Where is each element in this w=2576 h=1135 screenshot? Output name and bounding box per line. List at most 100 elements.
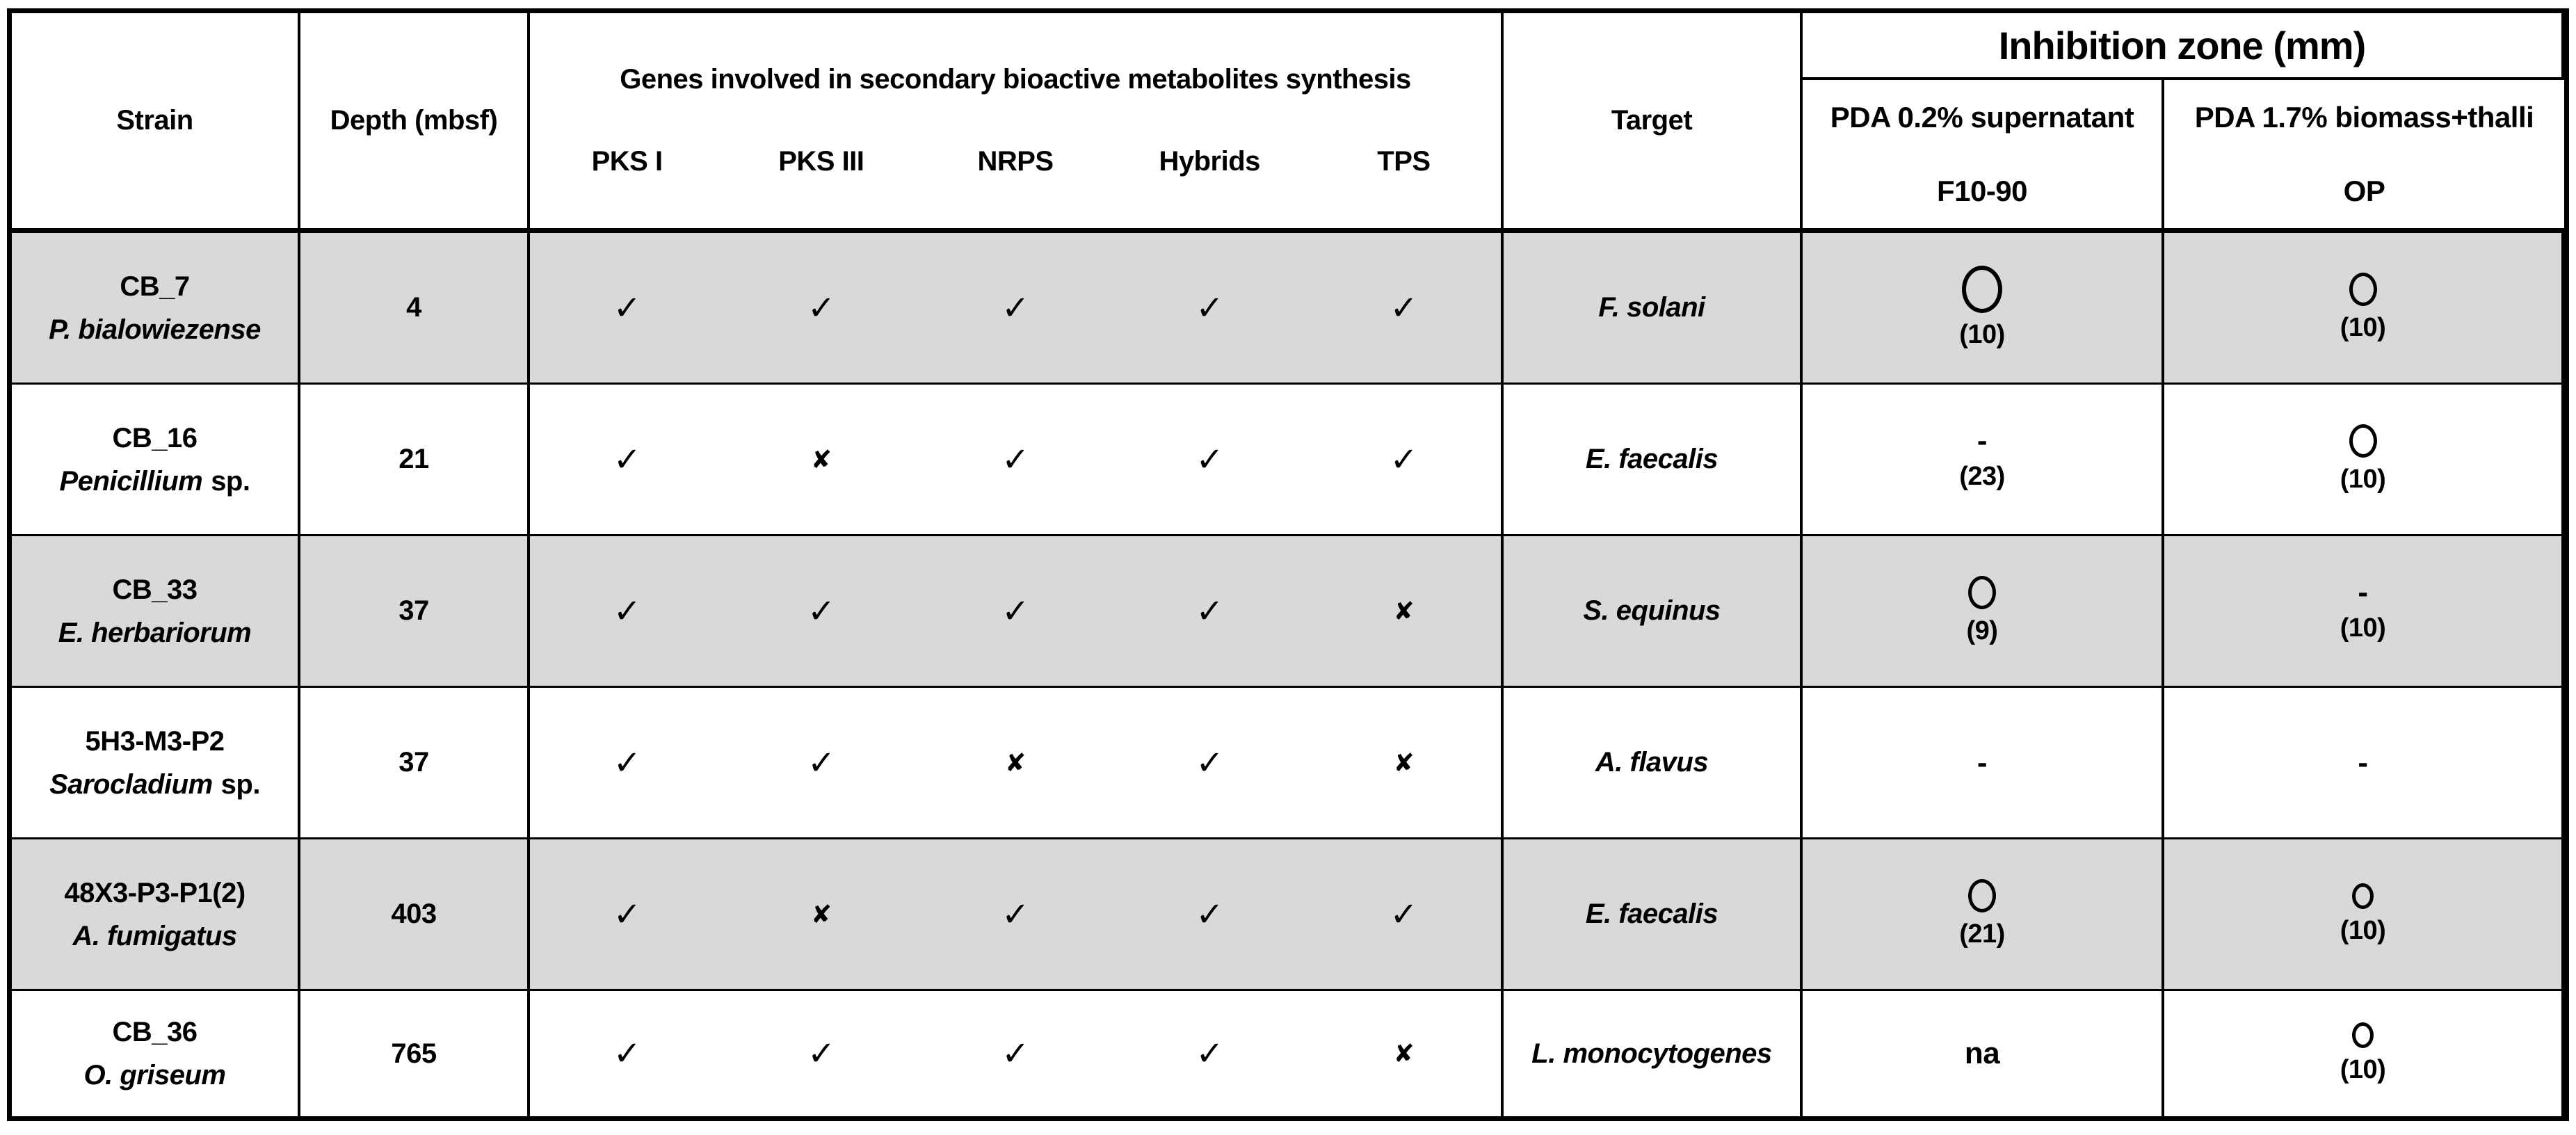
depth-cell: 37	[300, 688, 530, 839]
zone-text: -	[2358, 575, 2368, 610]
strain-id: CB_16	[112, 422, 198, 453]
target-cell: A. flavus	[1504, 688, 1803, 839]
pda-supernatant-code: F10-90	[1936, 174, 2028, 207]
gene-mark-pks3: ✘	[810, 899, 832, 928]
genes-cell: ✓ ✓ ✘ ✓ ✘	[530, 688, 1504, 839]
gene-mark-pks3: ✓	[807, 289, 835, 327]
depth-cell: 4	[300, 233, 530, 385]
genes-cell: ✓ ✓ ✓ ✓ ✘	[530, 536, 1504, 688]
strains-table: Strain Depth (mbsf) Genes involved in se…	[7, 8, 2569, 1121]
strain-id: CB_36	[112, 1017, 198, 1047]
header-strain: Strain	[12, 13, 300, 233]
strain-cell: CB_33 E. herbariorum	[12, 536, 300, 688]
genes-cell: ✓ ✘ ✓ ✓ ✓	[530, 839, 1504, 991]
gene-mark-tps: ✘	[1393, 1039, 1415, 1068]
gene-mark-tps: ✓	[1390, 289, 1418, 327]
gene-mark-hybrids: ✓	[1196, 289, 1224, 327]
strain-species: Penicillium sp.	[60, 467, 250, 496]
strain-cell: 5H3-M3-P2 Sarocladium sp.	[12, 688, 300, 839]
strain-id: CB_7	[120, 271, 190, 302]
strain-cell: CB_7 P. bialowiezense	[12, 233, 300, 385]
gene-mark-hybrids: ✓	[1196, 896, 1224, 933]
header-pda-supernatant: PDA 0.2% supernatant F10-90	[1803, 80, 2164, 233]
zone-value: (9)	[1966, 616, 1998, 645]
zone-cell-op: (10)	[2164, 385, 2564, 536]
gene-mark-nrps: ✓	[1001, 593, 1029, 630]
zone-cell-f10-90: (9)	[1803, 536, 2164, 688]
zone-cell-op: (10)	[2164, 839, 2564, 991]
genes-cell: ✓ ✘ ✓ ✓ ✓	[530, 385, 1504, 536]
depth-cell: 21	[300, 385, 530, 536]
species-name: E. herbariorum	[58, 617, 252, 648]
gene-mark-hybrids: ✓	[1196, 744, 1224, 782]
zone-text: -	[1977, 424, 1988, 458]
gene-mark-tps: ✓	[1390, 896, 1418, 933]
target-cell: L. monocytogenes	[1504, 991, 1803, 1116]
gene-mark-nrps: ✓	[1001, 289, 1029, 327]
strain-id: CB_33	[112, 574, 198, 605]
inhibition-circle-icon	[2352, 883, 2374, 909]
gene-mark-pks3: ✓	[807, 1036, 835, 1072]
gene-mark-hybrids: ✓	[1196, 593, 1224, 630]
zone-value: (10)	[1959, 320, 2005, 349]
zone-cell-f10-90: (21)	[1803, 839, 2164, 991]
gene-mark-pks1: ✓	[613, 441, 641, 478]
genes-group-title: Genes involved in secondary bioactive me…	[620, 64, 1411, 95]
inhibition-circle-icon	[1968, 879, 1996, 912]
header-gene-tps: TPS	[1377, 146, 1431, 177]
gene-mark-nrps: ✘	[1005, 748, 1026, 777]
strain-species: P. bialowiezense	[49, 315, 261, 344]
strain-cell: CB_16 Penicillium sp.	[12, 385, 300, 536]
strain-id: 5H3-M3-P2	[85, 725, 225, 757]
gene-mark-tps: ✓	[1390, 441, 1418, 478]
species-name: Penicillium	[59, 465, 203, 497]
depth-cell: 765	[300, 991, 530, 1116]
gene-mark-nrps: ✓	[1001, 896, 1029, 933]
gene-mark-tps: ✘	[1393, 748, 1415, 777]
target-cell: E. faecalis	[1504, 839, 1803, 991]
genes-cell: ✓ ✓ ✓ ✓ ✘	[530, 991, 1504, 1116]
species-name: O. griseum	[83, 1060, 226, 1090]
zone-value: (10)	[2340, 465, 2386, 494]
gene-mark-pks1: ✓	[613, 289, 641, 327]
inhibition-circle-icon	[1962, 266, 2002, 313]
target-cell: F. solani	[1504, 233, 1803, 385]
zone-cell-f10-90: -	[1803, 688, 2164, 839]
depth-cell: 403	[300, 839, 530, 991]
zone-cell-f10-90: - (23)	[1803, 385, 2164, 536]
strain-species: O. griseum	[84, 1061, 226, 1090]
zone-value: (10)	[2340, 613, 2386, 643]
inhibition-circle-icon	[2352, 1022, 2374, 1048]
inhibition-circle-icon	[1968, 576, 1996, 609]
zone-value: (23)	[1959, 461, 2005, 491]
header-genes-group: Genes involved in secondary bioactive me…	[530, 13, 1504, 233]
gene-mark-pks1: ✓	[613, 896, 641, 933]
zone-value: (10)	[2340, 1055, 2386, 1084]
inhibition-circle-icon	[2349, 424, 2377, 458]
header-gene-pks3: PKS III	[778, 146, 864, 177]
header-gene-pks1: PKS I	[591, 146, 663, 177]
species-name: Sarocladium	[49, 768, 213, 800]
target-cell: E. faecalis	[1504, 385, 1803, 536]
strain-species: A. fumigatus	[72, 920, 237, 951]
zone-value: (10)	[2340, 313, 2386, 342]
gene-mark-tps: ✘	[1393, 596, 1415, 625]
header-inhibition-zone: Inhibition zone (mm)	[1803, 13, 2564, 80]
gene-mark-pks1: ✓	[613, 593, 641, 630]
zone-cell-f10-90: na	[1803, 991, 2164, 1116]
species-suffix: sp.	[211, 465, 250, 497]
gene-mark-pks3: ✓	[807, 744, 835, 782]
genes-cell: ✓ ✓ ✓ ✓ ✓	[530, 233, 1504, 385]
header-depth: Depth (mbsf)	[300, 13, 530, 233]
gene-mark-nrps: ✓	[1001, 441, 1029, 478]
gene-subheaders: PKS I PKS III NRPS Hybrids TPS	[530, 146, 1501, 228]
strain-cell: CB_36 O. griseum	[12, 991, 300, 1116]
header-gene-hybrids: Hybrids	[1159, 146, 1260, 177]
strain-id: 48X3-P3-P1(2)	[64, 877, 245, 908]
species-name: A. fumigatus	[72, 920, 237, 951]
gene-mark-pks1: ✓	[613, 744, 641, 782]
zone-value: (10)	[2340, 915, 2386, 945]
pda-biomass-code: OP	[2343, 174, 2385, 207]
gene-mark-pks3: ✘	[810, 444, 832, 474]
header-pda-biomass: PDA 1.7% biomass+thalli OP	[2164, 80, 2564, 233]
